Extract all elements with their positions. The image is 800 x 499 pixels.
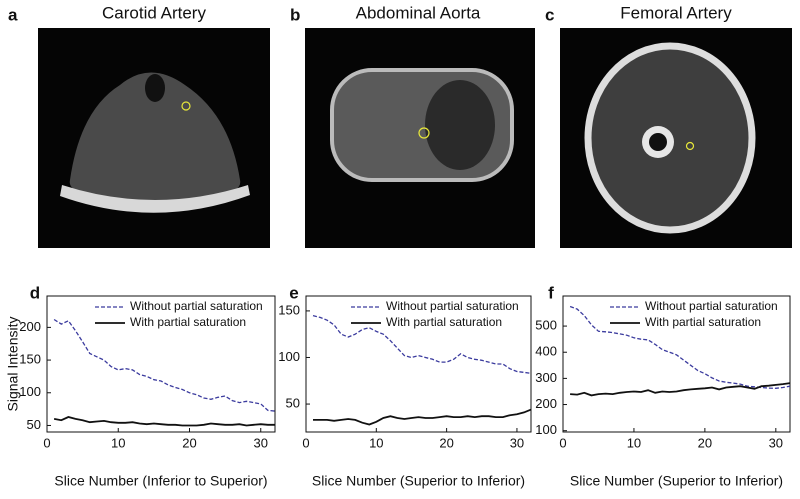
y-tick-label: 500 xyxy=(535,318,557,333)
series-line xyxy=(570,382,791,397)
panel-title: Abdominal Aorta xyxy=(356,3,481,22)
y-tick-label: 50 xyxy=(286,395,300,410)
x-tick-label: 30 xyxy=(769,435,783,450)
x-axis-label: Slice Number (Superior to Inferior) xyxy=(570,473,783,489)
series-line xyxy=(53,318,276,412)
y-tick-label: 100 xyxy=(19,384,41,399)
legend-label: With partial saturation xyxy=(645,315,761,329)
x-axis-label: Slice Number (Superior to Inferior) xyxy=(312,473,525,489)
series-line xyxy=(313,408,532,426)
y-tick-label: 200 xyxy=(19,319,41,334)
x-tick-label: 0 xyxy=(559,435,566,450)
y-tick-label: 200 xyxy=(535,396,557,411)
x-tick-label: 10 xyxy=(369,435,383,450)
x-tick-label: 30 xyxy=(254,435,268,450)
series-line xyxy=(569,305,791,389)
x-axis-label: Slice Number (Inferior to Superior) xyxy=(54,473,267,489)
y-tick-label: 100 xyxy=(535,422,557,437)
mri-aorta xyxy=(305,28,535,248)
legend-label: Without partial saturation xyxy=(130,299,263,313)
x-tick-label: 10 xyxy=(111,435,125,450)
legend-label: With partial saturation xyxy=(386,315,502,329)
x-tick-label: 20 xyxy=(439,435,453,450)
x-tick-label: 10 xyxy=(627,435,641,450)
series-line xyxy=(312,314,532,374)
panel-letter: a xyxy=(8,5,18,24)
panel-letter: c xyxy=(545,5,554,24)
mri-carotid xyxy=(38,28,270,248)
y-tick-label: 400 xyxy=(535,344,557,359)
panel-letter: e xyxy=(289,283,298,302)
y-tick-label: 100 xyxy=(278,349,300,364)
y-tick-label: 150 xyxy=(278,302,300,317)
y-tick-label: 50 xyxy=(27,417,41,432)
panel-title: Femoral Artery xyxy=(620,3,732,22)
x-tick-label: 20 xyxy=(182,435,196,450)
legend-label: Without partial saturation xyxy=(386,299,519,313)
panel-title: Carotid Artery xyxy=(102,3,206,22)
x-tick-label: 30 xyxy=(510,435,524,450)
series-line xyxy=(53,416,275,427)
y-tick-label: 150 xyxy=(19,352,41,367)
plot-frame xyxy=(562,295,791,433)
mri-femoral xyxy=(560,28,792,248)
y-axis-label: Signal Intensity xyxy=(5,317,21,412)
panel-letter: b xyxy=(290,5,300,24)
x-tick-label: 0 xyxy=(43,435,50,450)
y-tick-label: 300 xyxy=(535,370,557,385)
legend-label: Without partial saturation xyxy=(645,299,778,313)
x-tick-label: 0 xyxy=(302,435,309,450)
panel-letter: d xyxy=(30,283,40,302)
panel-letter: f xyxy=(548,283,554,302)
plot-frame xyxy=(305,295,532,433)
legend-label: With partial saturation xyxy=(130,315,246,329)
x-tick-label: 20 xyxy=(698,435,712,450)
plot-frame xyxy=(46,295,276,433)
